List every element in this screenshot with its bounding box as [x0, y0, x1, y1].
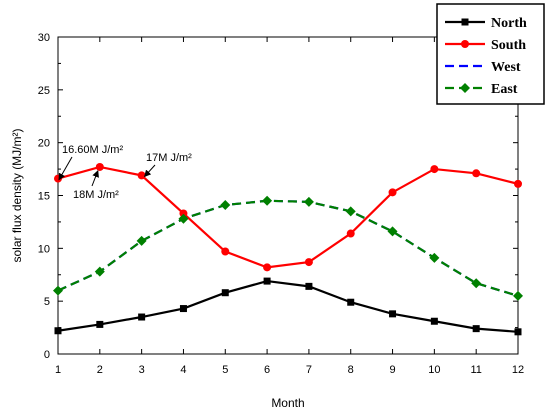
data-point-north [389, 310, 397, 318]
data-point-east [220, 200, 231, 211]
x-tick-label: 12 [512, 364, 524, 376]
legend-label-north: North [491, 16, 527, 31]
legend-box [436, 3, 545, 105]
series-line-south [57, 165, 519, 269]
data-point-east [429, 252, 440, 263]
data-point-east [303, 196, 314, 207]
data-point-south [263, 263, 272, 272]
annotation-arrow [91, 170, 99, 187]
y-tick-label: 5 [44, 296, 50, 308]
y-axis-title: solar flux density (MJ/m²) [10, 128, 24, 262]
x-tick-label: 7 [306, 364, 312, 376]
data-point-south [179, 209, 188, 218]
data-point-east [513, 290, 523, 301]
data-point-north [263, 277, 271, 285]
data-point-south [388, 188, 397, 197]
legend-label-west: West [491, 60, 521, 75]
data-point-north [430, 317, 438, 325]
x-tick-label: 11 [470, 364, 481, 376]
data-point-north [514, 328, 522, 336]
data-point-east [387, 226, 398, 237]
y-tick-label: 15 [38, 191, 50, 203]
x-tick-label: 5 [222, 364, 228, 376]
legend-marker-east [460, 83, 470, 93]
data-point-east [471, 278, 482, 289]
data-point-north [96, 320, 104, 328]
legend-marker-north [461, 18, 469, 26]
data-point-east [53, 285, 63, 296]
data-point-south [346, 229, 355, 238]
legend-marker-south [461, 40, 469, 48]
x-axis-title: Month [271, 396, 304, 410]
annotation-label: 18M J/m² [73, 189, 119, 201]
data-point-east [94, 266, 105, 277]
data-point-east [136, 235, 147, 246]
x-tick-label: 3 [139, 364, 145, 376]
data-point-east [178, 213, 189, 224]
x-tick-label: 8 [348, 364, 354, 376]
data-point-south [430, 165, 439, 174]
x-tick-label: 2 [97, 364, 103, 376]
y-tick-label: 30 [38, 32, 50, 44]
x-tick-label: 4 [180, 364, 186, 376]
series-line-east [57, 199, 519, 297]
data-point-south [95, 162, 104, 171]
annotation-label: 17M J/m² [146, 152, 192, 164]
data-point-north [347, 298, 355, 306]
x-tick-label: 10 [428, 364, 440, 376]
x-tick-label: 6 [264, 364, 270, 376]
y-tick-label: 0 [44, 349, 50, 361]
y-tick-label: 25 [38, 85, 50, 97]
data-point-south [304, 258, 313, 267]
data-point-north [138, 313, 146, 321]
data-point-north [54, 327, 62, 335]
annotation-arrow [58, 156, 73, 181]
annotation-arrow [143, 164, 156, 178]
legend-label-south: South [491, 38, 526, 53]
data-point-north [179, 305, 187, 313]
x-tick-label: 1 [55, 364, 61, 376]
data-point-south [221, 247, 230, 256]
y-tick-label: 10 [38, 243, 50, 255]
data-point-south [472, 169, 481, 178]
annotation-label: 16.60M J/m² [62, 144, 123, 156]
series-line-west [57, 199, 519, 297]
data-point-east [345, 206, 356, 217]
data-point-north [472, 325, 480, 333]
legend-label-east: East [491, 82, 518, 97]
x-tick-label: 9 [389, 364, 395, 376]
data-point-north [221, 289, 229, 297]
data-point-north [305, 282, 313, 290]
data-point-south [514, 179, 522, 188]
series-line-north [57, 279, 519, 333]
data-point-east [262, 195, 273, 206]
data-point-south [137, 171, 146, 180]
y-tick-label: 20 [38, 138, 50, 150]
